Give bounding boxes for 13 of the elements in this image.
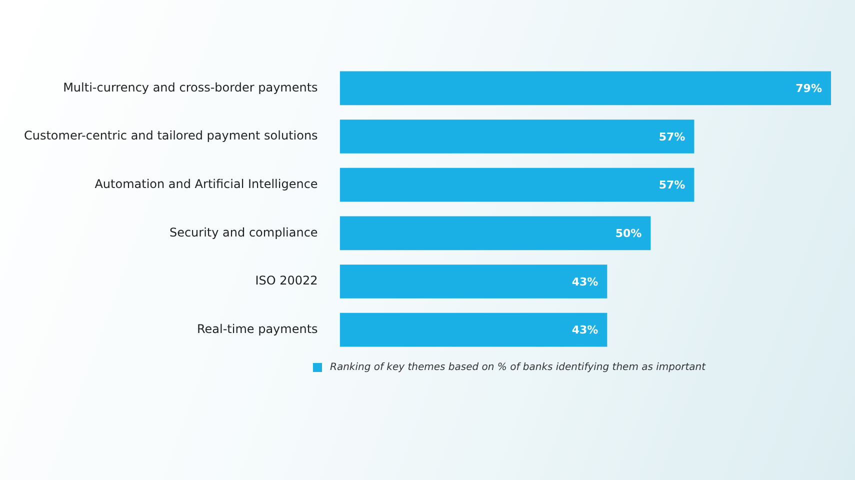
data-label: 79%: [796, 82, 822, 96]
data-label: 50%: [615, 227, 642, 240]
y-tick-label: Multi-currency and cross-border payments: [63, 80, 318, 94]
y-tick-label: Customer-centric and tailored payment solutions: [24, 128, 318, 143]
data-label: 57%: [658, 178, 686, 192]
y-tick-label: ISO 20022: [255, 274, 318, 288]
legend-label: Ranking of key themes based on % of banks identifying them as important: [330, 362, 706, 373]
data-label: 43%: [572, 275, 598, 288]
y-tick-label: Security and compliance: [169, 225, 318, 240]
y-tick-label: Automation and Artificial Intelligence: [94, 176, 318, 191]
y-tick-label: Real-time payments: [196, 322, 318, 336]
data-label: 57%: [658, 130, 686, 144]
data-label: 43%: [572, 324, 598, 337]
